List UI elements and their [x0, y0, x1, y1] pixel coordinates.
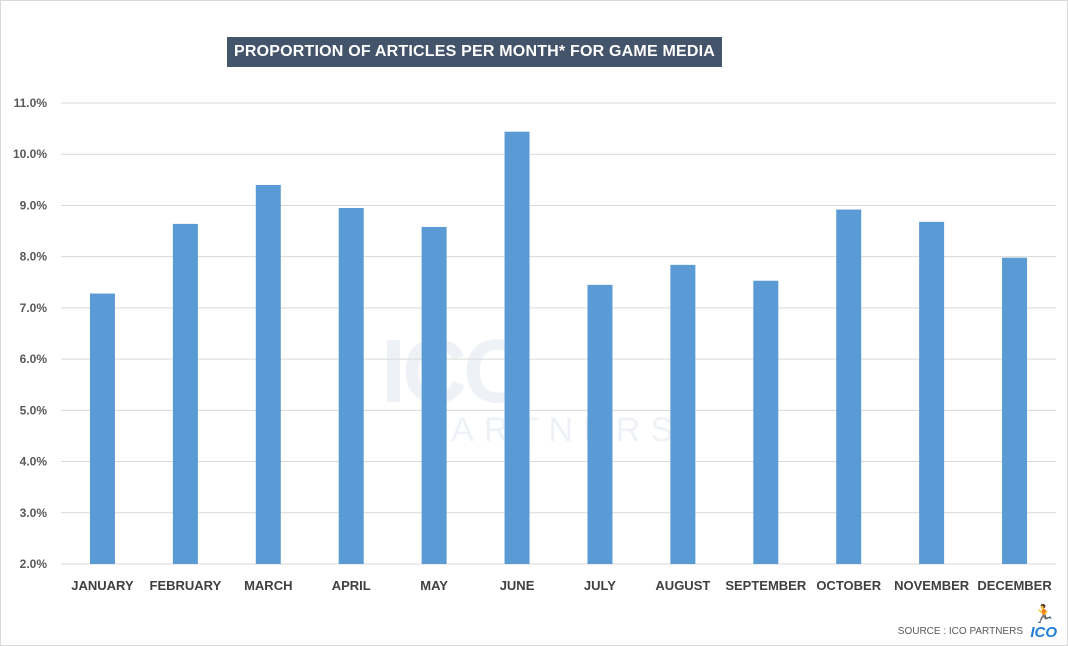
y-tick-label: 7.0%	[20, 301, 48, 315]
x-tick-label: NOVEMBER	[894, 578, 970, 593]
bar-july	[587, 284, 613, 564]
x-tick-label: JANUARY	[71, 578, 134, 593]
y-tick-label: 10.0%	[13, 147, 47, 161]
bar-december	[1002, 257, 1028, 564]
bar-february	[172, 223, 198, 564]
watermark-logo-text: PARTNERS	[421, 411, 684, 449]
source-note: SOURCE : ICO PARTNERS	[897, 626, 1023, 637]
bar-march	[255, 184, 281, 564]
x-tick-label: JULY	[584, 578, 616, 593]
x-tick-label: DECEMBER	[977, 578, 1052, 593]
bar-april	[338, 208, 364, 564]
y-tick-label: 11.0%	[14, 96, 48, 110]
x-tick-label: OCTOBER	[816, 578, 881, 593]
y-tick-label: 2.0%	[20, 557, 48, 571]
x-tick-label: FEBRUARY	[150, 578, 222, 593]
x-tick-label: AUGUST	[655, 578, 710, 593]
bar-may	[421, 226, 447, 565]
bar-september	[753, 280, 779, 564]
bar-november	[919, 221, 945, 564]
bar-january	[89, 293, 115, 564]
bar-august	[670, 264, 696, 564]
y-tick-label: 3.0%	[20, 506, 48, 520]
x-tick-label: MARCH	[244, 578, 292, 593]
x-tick-label: APRIL	[332, 578, 371, 593]
y-tick-label: 9.0%	[20, 198, 48, 212]
y-tick-label: 8.0%	[20, 250, 48, 264]
runner-logo-icon: 🏃	[1032, 604, 1055, 624]
x-tick-label: SEPTEMBER	[725, 578, 807, 593]
bar-june	[504, 131, 530, 564]
ico-logo: ICO	[1030, 624, 1057, 641]
x-tick-label: JUNE	[500, 578, 535, 593]
bar-october	[836, 209, 862, 564]
y-tick-label: 4.0%	[20, 455, 48, 469]
y-tick-label: 6.0%	[20, 352, 48, 366]
chart-title: PROPORTION OF ARTICLES PER MONTH* FOR GA…	[227, 37, 723, 67]
y-tick-label: 5.0%	[20, 403, 48, 417]
x-tick-label: MAY	[420, 578, 448, 593]
